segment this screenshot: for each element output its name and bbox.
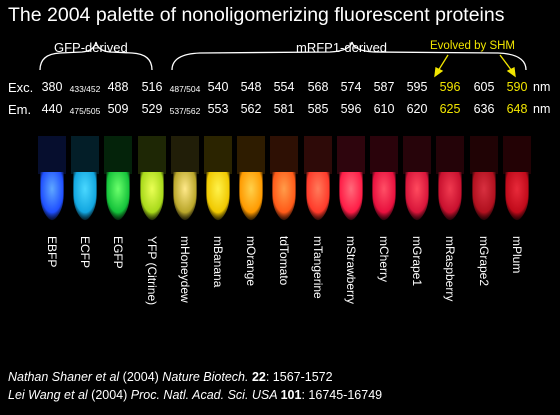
- tube-mhoneydew: [171, 172, 199, 222]
- protein-name: tdTomato: [277, 236, 291, 285]
- tube-mraspberry: [436, 172, 464, 222]
- protein-name: mCherry: [377, 236, 391, 282]
- em-row-label: Em.: [8, 102, 31, 117]
- citation-1-authors: Nathan Shaner et al: [8, 370, 119, 384]
- em-value: 620: [407, 102, 428, 116]
- exc-value: 595: [407, 80, 428, 94]
- exc-value: 380: [42, 80, 63, 94]
- citation-2-volume: 101: [281, 388, 302, 402]
- em-value: 636: [474, 102, 495, 116]
- protein-name: mPlum: [510, 236, 524, 273]
- citation-1-year: (2004): [119, 370, 162, 384]
- em-value: 625: [440, 102, 461, 116]
- exc-value: 516: [142, 80, 163, 94]
- em-value: 440: [42, 102, 63, 116]
- exc-value: 587: [374, 80, 395, 94]
- protein-name: mGrape1: [410, 236, 424, 286]
- protein-name: EGFP: [111, 236, 125, 269]
- exc-value: 568: [308, 80, 329, 94]
- em-value: 585: [308, 102, 329, 116]
- shm-arrows: [435, 55, 515, 76]
- tube-ebfp: [38, 172, 66, 222]
- protein-name: mStrawberry: [344, 236, 358, 304]
- protein-name: mOrange: [244, 236, 258, 286]
- protein-name: mRaspberry: [443, 236, 457, 301]
- citation-2-journal: Proc. Natl. Acad. Sci. USA: [131, 388, 281, 402]
- tube-mplum: [503, 172, 531, 222]
- em-value: 529: [142, 102, 163, 116]
- tube-morange: [237, 172, 265, 222]
- em-value: 475/505: [70, 106, 101, 116]
- citation-2-authors: Lei Wang et al: [8, 388, 88, 402]
- em-value: 553: [208, 102, 229, 116]
- em-value: 648: [507, 102, 528, 116]
- exc-value: 596: [440, 80, 461, 94]
- protein-name: ECFP: [78, 236, 92, 268]
- tube-mstrawberry: [337, 172, 365, 222]
- exc-value: 540: [208, 80, 229, 94]
- exc-value: 605: [474, 80, 495, 94]
- citation-1-journal: Nature Biotech.: [162, 370, 252, 384]
- shm-label: Evolved by SHM: [430, 40, 515, 52]
- protein-name: EBFP: [45, 236, 59, 267]
- mrfp1-group-label: mRFP1-derived: [296, 40, 387, 55]
- tube-mgrape1: [403, 172, 431, 222]
- tube-mcherry: [370, 172, 398, 222]
- citation-2-pages: : 16745-16749: [301, 388, 382, 402]
- protein-name: mGrape2: [477, 236, 491, 286]
- citation-2: Lei Wang et al (2004) Proc. Natl. Acad. …: [8, 388, 382, 402]
- exc-value: 590: [507, 80, 528, 94]
- exc-value: 554: [274, 80, 295, 94]
- protein-name: mTangerine: [311, 236, 325, 299]
- tube-yfp-citrine-: [138, 172, 166, 222]
- protein-name: mHoneydew: [178, 236, 192, 303]
- em-value: 562: [241, 102, 262, 116]
- exc-value: 574: [341, 80, 362, 94]
- citation-2-year: (2004): [88, 388, 131, 402]
- tube-ecfp: [71, 172, 99, 222]
- citation-1: Nathan Shaner et al (2004) Nature Biotec…: [8, 370, 333, 384]
- tube-tdtomato: [270, 172, 298, 222]
- em-unit: nm: [533, 102, 550, 116]
- em-value: 596: [341, 102, 362, 116]
- exc-row-label: Exc.: [8, 80, 33, 95]
- citation-1-pages: : 1567-1572: [266, 370, 333, 384]
- exc-value: 433/452: [70, 84, 101, 94]
- protein-name: YFP (Citrine): [145, 236, 159, 305]
- citation-1-volume: 22: [252, 370, 266, 384]
- exc-value: 548: [241, 80, 262, 94]
- em-value: 581: [274, 102, 295, 116]
- tube-egfp: [104, 172, 132, 222]
- tube-mtangerine: [304, 172, 332, 222]
- exc-value: 487/504: [170, 84, 201, 94]
- exc-unit: nm: [533, 80, 550, 94]
- gfp-group-label: GFP-derived: [54, 40, 128, 55]
- tube-mgrape2: [470, 172, 498, 222]
- tube-mbanana: [204, 172, 232, 222]
- em-value: 610: [374, 102, 395, 116]
- em-value: 537/562: [170, 106, 201, 116]
- protein-name: mBanana: [211, 236, 225, 287]
- em-value: 509: [108, 102, 129, 116]
- exc-value: 488: [108, 80, 129, 94]
